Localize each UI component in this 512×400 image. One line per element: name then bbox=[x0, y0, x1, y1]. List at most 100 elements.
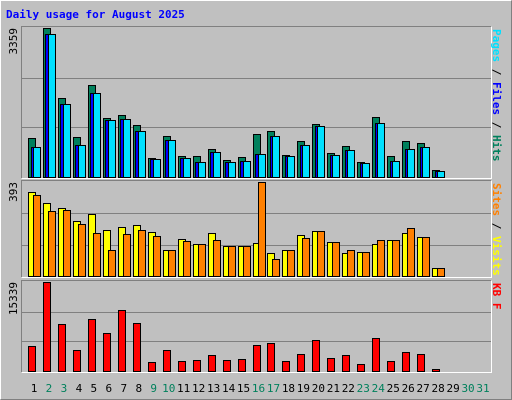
bar bbox=[272, 259, 280, 277]
bar bbox=[342, 355, 350, 372]
bar bbox=[63, 210, 71, 277]
legend-separator: / bbox=[490, 216, 503, 236]
bar bbox=[33, 147, 41, 178]
x-tick-label: 24 bbox=[372, 382, 386, 395]
x-tick-label: 11 bbox=[177, 382, 190, 395]
x-tick-label: 21 bbox=[327, 382, 340, 395]
bar bbox=[93, 233, 101, 277]
bar bbox=[208, 355, 216, 372]
bar bbox=[377, 123, 385, 178]
bar bbox=[228, 246, 236, 277]
bar bbox=[362, 252, 370, 277]
bar bbox=[287, 250, 295, 277]
bar bbox=[253, 345, 261, 372]
bar bbox=[58, 324, 66, 372]
bar bbox=[287, 156, 295, 178]
bar bbox=[258, 154, 266, 178]
legend-entry: Hits bbox=[490, 135, 503, 162]
bar bbox=[33, 195, 41, 277]
legend-entry: Pages bbox=[490, 29, 503, 62]
legend-separator: / bbox=[490, 62, 503, 82]
bar bbox=[123, 234, 131, 277]
x-tick-label: 1 bbox=[31, 382, 38, 395]
bar bbox=[327, 358, 335, 372]
bar bbox=[108, 250, 116, 277]
bar bbox=[437, 171, 445, 178]
x-tick-label: 12 bbox=[192, 382, 205, 395]
x-tick-label: 4 bbox=[76, 382, 83, 395]
bar bbox=[178, 361, 186, 372]
x-tick-label: 7 bbox=[120, 382, 127, 395]
bar bbox=[193, 360, 201, 372]
bar bbox=[243, 161, 251, 178]
panel-border-dark bbox=[21, 280, 492, 373]
bar bbox=[223, 360, 231, 372]
bar bbox=[168, 140, 176, 178]
legend-separator: / bbox=[490, 115, 503, 135]
bar bbox=[48, 211, 56, 277]
bar bbox=[78, 145, 86, 178]
x-tick-label: 3 bbox=[61, 382, 68, 395]
legend: Sites / Visits bbox=[490, 183, 503, 276]
bar bbox=[377, 240, 385, 277]
y-tick-label: 15339 bbox=[7, 282, 20, 315]
bar bbox=[213, 240, 221, 277]
bar bbox=[43, 282, 51, 372]
x-tick-label: 30 bbox=[461, 382, 474, 395]
bar bbox=[133, 323, 141, 372]
bar bbox=[243, 246, 251, 277]
x-tick-label: 13 bbox=[207, 382, 220, 395]
legend-entry: Sites bbox=[490, 183, 503, 216]
bar bbox=[357, 364, 365, 372]
bar bbox=[267, 343, 275, 372]
y-tick-label: 3359 bbox=[7, 28, 20, 55]
bar bbox=[138, 131, 146, 178]
bar bbox=[407, 149, 415, 178]
x-tick-label: 8 bbox=[135, 382, 142, 395]
bar bbox=[272, 136, 280, 178]
bar bbox=[48, 34, 56, 178]
x-tick-label: 31 bbox=[476, 382, 489, 395]
bar bbox=[332, 155, 340, 178]
x-tick-label: 15 bbox=[237, 382, 250, 395]
panel-border-light bbox=[21, 26, 492, 179]
y-tick-label: 393 bbox=[7, 182, 20, 202]
panel-border-dark bbox=[21, 180, 492, 278]
legend: KB F bbox=[490, 283, 503, 310]
bar bbox=[168, 250, 176, 277]
bar bbox=[213, 152, 221, 178]
x-tick-label: 14 bbox=[222, 382, 236, 395]
panel-border-dark bbox=[21, 26, 492, 179]
legend-entry: KB F bbox=[490, 283, 503, 310]
panel-border-light bbox=[21, 180, 492, 278]
bar bbox=[183, 241, 191, 277]
bar bbox=[258, 182, 266, 277]
panel-border-light bbox=[21, 280, 492, 373]
bar bbox=[297, 354, 305, 372]
bar bbox=[63, 104, 71, 178]
x-tick-label: 9 bbox=[150, 382, 157, 395]
bar bbox=[347, 250, 355, 277]
bar bbox=[422, 147, 430, 178]
bar bbox=[282, 361, 290, 372]
x-tick-label: 6 bbox=[106, 382, 113, 395]
x-tick-label: 22 bbox=[342, 382, 355, 395]
legend: Pages / Files / Hits bbox=[490, 29, 503, 162]
x-tick-label: 17 bbox=[267, 382, 280, 395]
x-tick-label: 28 bbox=[432, 382, 445, 395]
x-tick-label: 25 bbox=[387, 382, 400, 395]
bar bbox=[153, 159, 161, 178]
bar bbox=[302, 145, 310, 178]
bar bbox=[138, 230, 146, 277]
x-tick-label: 26 bbox=[402, 382, 415, 395]
bar bbox=[28, 346, 36, 372]
bar bbox=[73, 350, 81, 372]
bar bbox=[402, 352, 410, 372]
x-tick-label: 5 bbox=[91, 382, 98, 395]
bar bbox=[422, 237, 430, 277]
x-tick-label: 10 bbox=[162, 382, 175, 395]
bar bbox=[332, 242, 340, 277]
bar bbox=[407, 228, 415, 277]
